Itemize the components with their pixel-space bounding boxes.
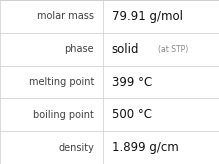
Text: phase: phase [65,44,94,54]
Text: boiling point: boiling point [33,110,94,120]
Text: density: density [58,143,94,153]
Text: 1.899 g/cm: 1.899 g/cm [112,141,178,154]
Text: molar mass: molar mass [37,11,94,21]
Text: (at STP): (at STP) [158,45,188,54]
Text: 79.91 g/mol: 79.91 g/mol [112,10,183,23]
Text: melting point: melting point [29,77,94,87]
Text: 500 °C: 500 °C [112,108,152,121]
Text: 399 °C: 399 °C [112,75,152,89]
Text: solid: solid [112,43,139,56]
